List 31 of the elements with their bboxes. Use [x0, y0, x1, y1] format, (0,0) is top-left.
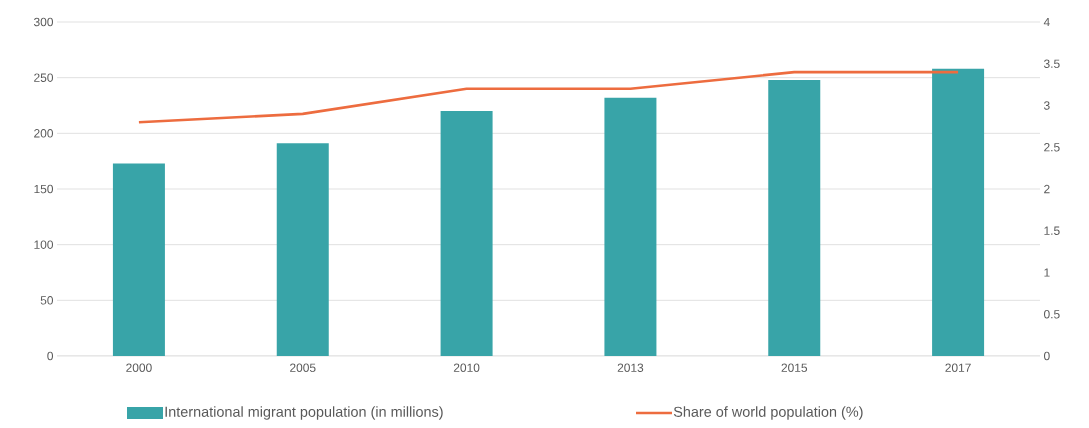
y2-tick-label: 4 [1043, 17, 1050, 27]
y2-tick-label: 1 [1044, 268, 1050, 277]
x-tick-label: 2013 [617, 363, 644, 372]
bar [440, 111, 493, 356]
bar [604, 97, 657, 356]
bar [932, 68, 985, 356]
y2-tick-label: 1.5 [1044, 226, 1060, 235]
y-tick-label: 200 [34, 129, 54, 138]
x-tick-label: 2015 [781, 363, 808, 372]
x-tick-label: 2010 [453, 363, 480, 372]
y-tick-label: 100 [34, 240, 54, 249]
bar [276, 143, 329, 356]
y2-tick-label: 2.5 [1044, 143, 1060, 152]
bar [768, 79, 821, 356]
legend-label: Share of world population (%) [673, 406, 863, 420]
y-tick-label: 50 [40, 296, 54, 305]
legend-label: International migrant population (in millions) [165, 406, 443, 420]
x-tick-label: 2005 [290, 363, 316, 372]
y2-tick-label: 2 [1044, 184, 1050, 194]
x-tick-label: 2017 [945, 363, 971, 372]
x-tick-label: 2000 [126, 363, 152, 372]
line-series [137, 70, 960, 124]
y-tick-label: 250 [34, 73, 54, 82]
y-tick-label: 150 [34, 184, 54, 194]
y-tick-label: 300 [33, 17, 54, 27]
y-tick-label: 0 [47, 351, 54, 361]
bar [112, 163, 165, 356]
y2-tick-label: 3.5 [1043, 59, 1060, 68]
y2-tick-label: 0.5 [1044, 310, 1060, 319]
y2-tick-label: 0 [1044, 351, 1050, 361]
y2-tick-label: 3 [1043, 101, 1050, 110]
